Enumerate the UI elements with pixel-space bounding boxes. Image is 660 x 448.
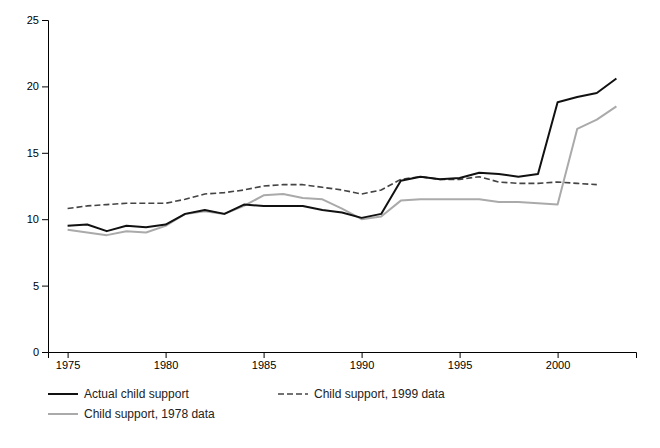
legend-swatch bbox=[48, 393, 78, 395]
legend-label: Child support, 1999 data bbox=[314, 387, 445, 401]
lines bbox=[68, 78, 617, 235]
x-axis: 1975 1980 1985 1990 1995 2000 bbox=[49, 352, 637, 371]
legend-item: Actual child support bbox=[48, 387, 189, 401]
tick: 15 bbox=[27, 147, 48, 159]
tick-label: 0 bbox=[33, 346, 39, 358]
legend-item: Child support, 1999 data bbox=[278, 387, 445, 401]
tick-mark bbox=[42, 219, 48, 220]
tick-mark bbox=[362, 352, 363, 358]
series-line bbox=[68, 177, 597, 209]
tick-label: 2000 bbox=[546, 359, 570, 371]
tick-mark bbox=[460, 352, 461, 358]
legend-item: Child support, 1978 data bbox=[48, 407, 215, 421]
tick: 0 bbox=[33, 346, 48, 358]
tick: 1995 bbox=[448, 352, 472, 371]
series-line bbox=[68, 78, 617, 231]
tick: 1985 bbox=[252, 352, 276, 371]
tick-mark bbox=[42, 352, 48, 353]
tick-label: 1985 bbox=[252, 359, 276, 371]
chart: 1975 1980 1985 1990 1995 2000 0 5 10 15 20 25 Actual… bbox=[0, 0, 660, 448]
tick-label: 15 bbox=[27, 147, 39, 159]
plot: 1975 1980 1985 1990 1995 2000 0 5 10 15 20 25 bbox=[27, 14, 637, 371]
tick-label: 25 bbox=[27, 14, 39, 26]
legend-swatch bbox=[278, 393, 308, 395]
tick: 10 bbox=[27, 213, 48, 225]
legend-swatch bbox=[48, 413, 78, 415]
axis-line bbox=[42, 21, 49, 353]
axis-line bbox=[49, 353, 637, 359]
tick-label: 5 bbox=[33, 280, 39, 292]
tick-mark bbox=[68, 352, 69, 358]
tick-mark bbox=[166, 352, 167, 358]
tick-mark bbox=[42, 86, 48, 87]
series-line bbox=[68, 106, 617, 235]
tick-mark bbox=[42, 286, 48, 287]
tick: 1980 bbox=[154, 352, 178, 371]
legend-label: Actual child support bbox=[84, 387, 189, 401]
legend-label: Child support, 1978 data bbox=[84, 407, 215, 421]
tick: 25 bbox=[27, 14, 48, 26]
tick-label: 1995 bbox=[448, 359, 472, 371]
tick-mark bbox=[264, 352, 265, 358]
tick: 1975 bbox=[56, 352, 80, 371]
tick-label: 1975 bbox=[56, 359, 80, 371]
tick-label: 10 bbox=[27, 213, 39, 225]
tick-label: 1990 bbox=[350, 359, 374, 371]
tick: 5 bbox=[33, 280, 48, 292]
tick-label: 1980 bbox=[154, 359, 178, 371]
tick-mark bbox=[558, 352, 559, 358]
legend: Actual child support Child support, 1999 … bbox=[48, 387, 445, 421]
tick: 1990 bbox=[350, 352, 374, 371]
tick-label: 20 bbox=[27, 80, 39, 92]
tick-mark bbox=[42, 20, 48, 21]
tick: 2000 bbox=[546, 352, 570, 371]
tick: 20 bbox=[27, 80, 48, 92]
y-axis: 0 5 10 15 20 25 bbox=[27, 14, 49, 358]
tick-mark bbox=[42, 153, 48, 154]
